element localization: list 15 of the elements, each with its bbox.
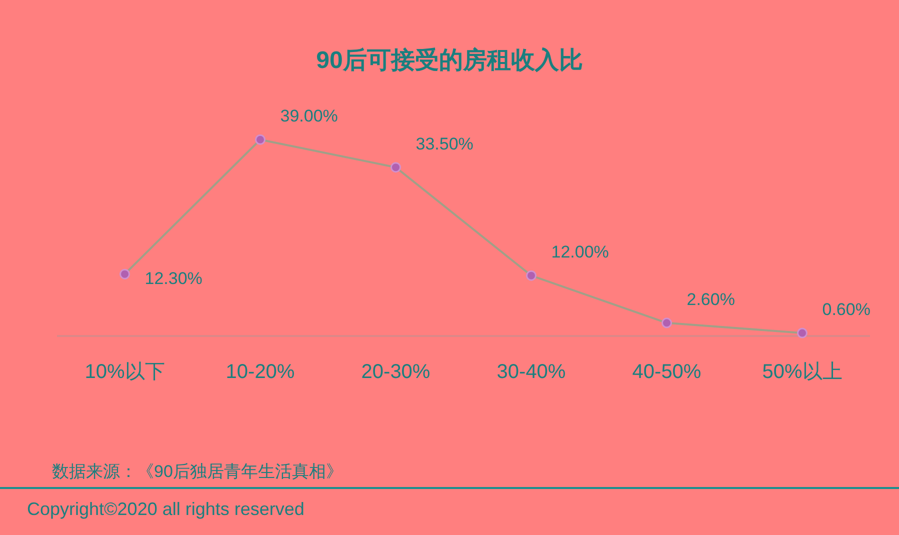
annotation: Copyright©2020 all rights reserved bbox=[27, 499, 304, 519]
data-label: 12.30% bbox=[144, 269, 202, 288]
data-label: 0.60% bbox=[822, 300, 870, 319]
x-tick: 30-40% bbox=[496, 361, 566, 383]
data-label: 12.00% bbox=[551, 242, 609, 262]
title: 90后可接受的房租收入比 bbox=[316, 47, 583, 74]
x-tick: 10-20% bbox=[226, 361, 295, 383]
annotation: 数据来源：《90后独居青年生活真相》 bbox=[52, 462, 343, 481]
x-tick: 50%以上 bbox=[762, 361, 842, 383]
x-tick: 10%以下 bbox=[84, 361, 165, 383]
x-tick: 40-50% bbox=[632, 361, 702, 383]
data-label: 33.50% bbox=[416, 134, 474, 154]
data-label: 39.00% bbox=[280, 106, 338, 126]
x-tick: 20-30% bbox=[361, 361, 430, 383]
data-label: 2.60% bbox=[686, 290, 735, 309]
